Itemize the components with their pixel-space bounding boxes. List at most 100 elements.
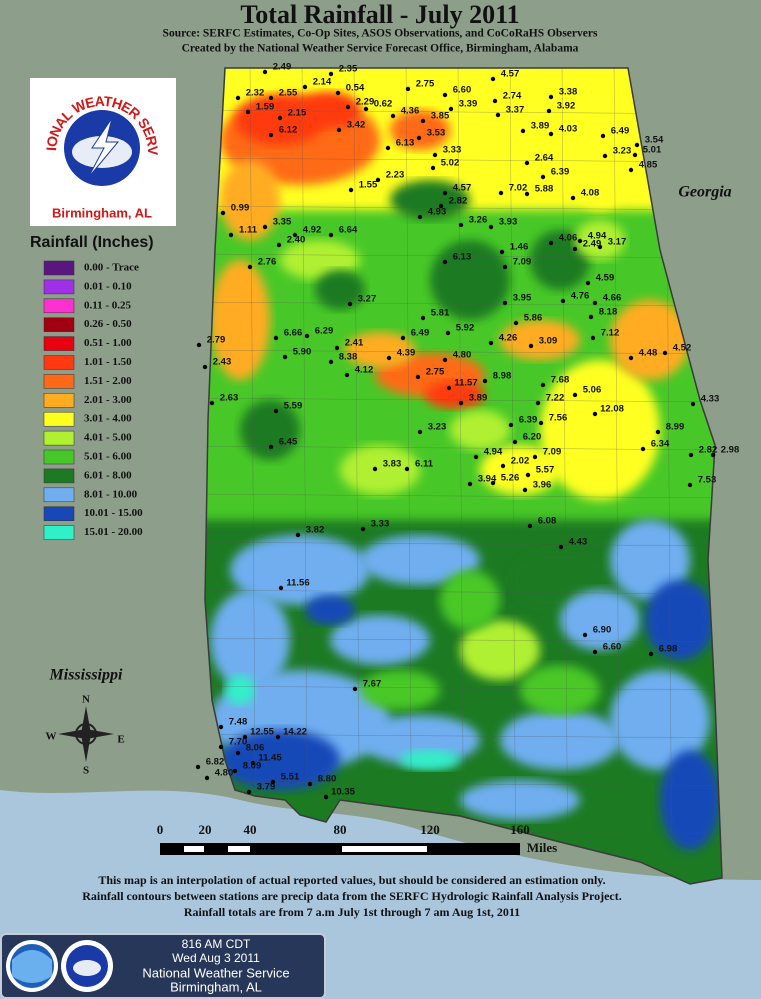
rain-area xyxy=(345,332,415,368)
station-dot xyxy=(508,422,514,428)
compass-n: N xyxy=(82,694,90,706)
station-dot xyxy=(363,106,369,112)
station-dot xyxy=(445,330,451,336)
station-value: 8.06 xyxy=(246,743,265,754)
rain-area xyxy=(530,230,590,290)
station-value: 6.49 xyxy=(411,328,430,339)
county-line xyxy=(205,493,722,499)
station-dot xyxy=(628,167,634,173)
legend-label: 15.01 - 20.00 xyxy=(84,526,143,538)
station-value: 6.90 xyxy=(593,625,612,636)
station-value: 1.55 xyxy=(359,180,378,191)
station-value: 2.79 xyxy=(207,335,226,346)
station-dot xyxy=(385,145,391,151)
station-dot xyxy=(582,632,588,638)
scale-label: 160 xyxy=(510,822,530,837)
station-value: 4.80 xyxy=(453,350,472,361)
logo-office: Birmingham, AL xyxy=(52,205,152,220)
station-dot xyxy=(548,94,554,100)
scale-unit: Miles xyxy=(527,840,557,855)
compass-s: S xyxy=(83,765,89,777)
rain-area xyxy=(360,535,480,585)
subtitle: Created by the National Weather Service … xyxy=(182,43,579,55)
station-dot xyxy=(235,95,241,101)
rain-area xyxy=(340,445,420,495)
station-value: 2.74 xyxy=(503,91,522,102)
station-dot xyxy=(448,106,454,112)
station-dot xyxy=(548,131,554,137)
station-value: 6.34 xyxy=(651,439,670,450)
legend-swatch xyxy=(43,317,75,332)
county-line xyxy=(613,68,621,884)
rain-area xyxy=(315,270,365,310)
rain-area xyxy=(450,410,510,450)
station-value: 6.39 xyxy=(551,167,570,178)
station-dot xyxy=(235,750,241,756)
station-dot xyxy=(524,160,530,166)
station-value: 8.18 xyxy=(599,307,618,318)
station-value: 2.75 xyxy=(416,79,435,90)
legend-swatch xyxy=(43,298,75,314)
rain-area xyxy=(610,300,690,380)
legend-label: 5.01 - 6.00 xyxy=(84,451,132,463)
station-value: 7.48 xyxy=(229,717,248,728)
title: Total Rainfall - July 2011 xyxy=(240,0,519,29)
station-value: 4.52 xyxy=(673,343,692,354)
station-dot xyxy=(400,335,406,341)
rain-area xyxy=(610,520,690,600)
rain-area xyxy=(390,180,470,220)
station-value: 2.76 xyxy=(258,257,277,268)
county-line xyxy=(205,397,722,403)
station-value: 3.42 xyxy=(347,120,366,131)
station-dot xyxy=(490,480,496,486)
station-value: 8.38 xyxy=(339,352,358,363)
station-value: 4.59 xyxy=(596,273,615,284)
station-value: 2.41 xyxy=(345,338,364,349)
station-value: 5.06 xyxy=(583,385,602,396)
station-dot xyxy=(232,768,238,774)
legend-label: 0.00 - Trace xyxy=(84,262,139,274)
station-dot xyxy=(348,187,354,193)
station-value: 3.89 xyxy=(469,393,488,404)
station-value: 6.82 xyxy=(206,757,225,768)
station-value: 6.98 xyxy=(659,644,678,655)
station-dot xyxy=(282,354,288,360)
station-dot xyxy=(432,152,438,158)
rain-area xyxy=(400,750,460,770)
legend-swatch xyxy=(43,487,75,503)
station-value: 3.23 xyxy=(613,146,632,157)
station-dot xyxy=(273,335,279,341)
station-value: 4.76 xyxy=(571,291,590,302)
station-dot xyxy=(570,195,576,201)
station-value: 3.35 xyxy=(273,217,292,228)
station-value: 2.14 xyxy=(313,77,332,88)
station-value: 12.55 xyxy=(250,727,274,738)
rain-area xyxy=(540,360,660,500)
compass-e: E xyxy=(117,734,124,746)
station-dot xyxy=(473,454,479,460)
county-line xyxy=(205,205,722,211)
county-line xyxy=(205,637,722,643)
county-line xyxy=(205,445,722,451)
station-dot xyxy=(527,523,533,529)
legend-swatch xyxy=(43,430,75,446)
station-value: 4.92 xyxy=(303,225,322,236)
logo-bolt xyxy=(87,117,120,179)
station-value: 7.53 xyxy=(698,475,717,486)
station-value: 11.57 xyxy=(454,378,477,389)
station-dot xyxy=(344,372,350,378)
rain-area xyxy=(305,595,355,625)
station-value: 4.57 xyxy=(453,183,472,194)
station-value: 12.08 xyxy=(600,404,624,415)
station-dot xyxy=(430,165,436,171)
station-dot xyxy=(588,314,594,320)
station-value: 3.54 xyxy=(645,135,664,146)
station-dot xyxy=(386,355,392,361)
station-dot xyxy=(690,401,696,407)
station-dot xyxy=(632,152,638,158)
scale-label: 40 xyxy=(244,822,257,837)
station-dot xyxy=(202,364,208,370)
legend-label: 1.51 - 2.00 xyxy=(84,375,132,387)
